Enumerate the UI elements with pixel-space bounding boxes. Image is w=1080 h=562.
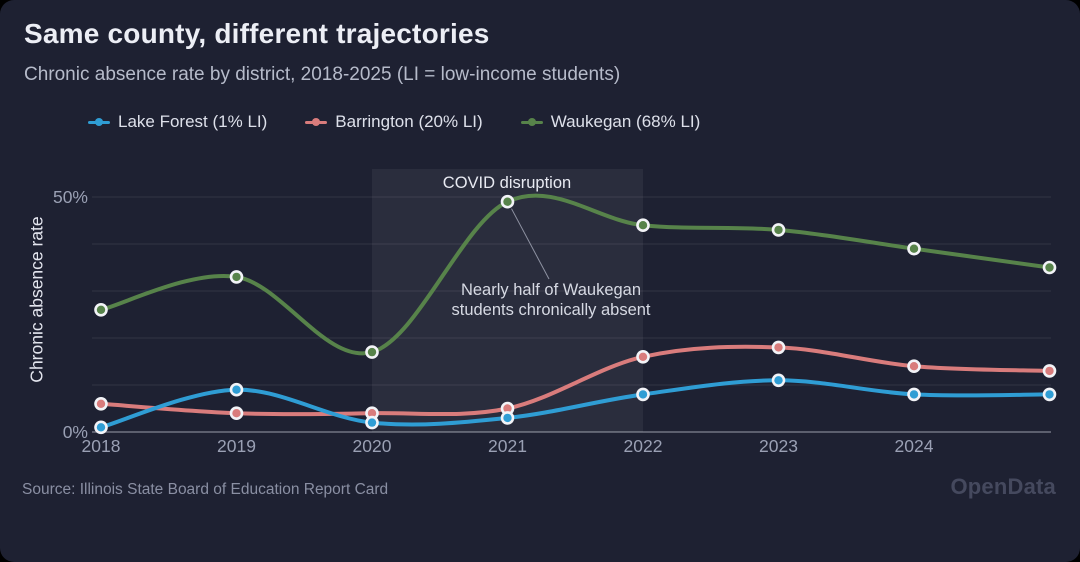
annotation-waukegan-note: Nearly half of Waukegan students chronic… — [451, 280, 650, 320]
svg-text:2021: 2021 — [488, 436, 527, 456]
legend-item-barrington[interactable]: Barrington (20% LI) — [305, 112, 483, 132]
legend: Lake Forest (1% LI) Barrington (20% LI) … — [88, 112, 700, 132]
svg-text:2018: 2018 — [82, 436, 121, 456]
page-subtitle: Chronic absence rate by district, 2018-2… — [24, 64, 621, 85]
series-line-lake-forest — [99, 378, 1052, 430]
series-markers-lake-forest — [94, 373, 1057, 435]
legend-marker-icon — [520, 117, 543, 127]
legend-item-lake-forest[interactable]: Lake Forest (1% LI) — [88, 112, 267, 132]
page-title: Same county, different trajectories — [24, 18, 490, 49]
legend-label: Lake Forest (1% LI) — [118, 112, 268, 131]
series-markers-waukegan — [94, 194, 1057, 359]
svg-text:0%: 0% — [63, 422, 88, 442]
annotation-covid-label: COVID disruption — [442, 174, 572, 192]
gridlines — [92, 196, 1051, 386]
series-markers-barrington — [94, 340, 1057, 421]
legend-item-waukegan[interactable]: Waukegan (68% LI) — [520, 112, 701, 132]
legend-marker-icon — [88, 117, 110, 127]
svg-text:2022: 2022 — [624, 436, 663, 456]
svg-text:2024: 2024 — [895, 436, 934, 456]
svg-text:2023: 2023 — [759, 436, 798, 456]
annotation-note-line1: Nearly half of Waukegan — [460, 281, 642, 299]
legend-label: Waukegan (68% LI) — [550, 112, 701, 131]
svg-text:2019: 2019 — [217, 436, 256, 456]
opendata-logo: OpenData — [950, 474, 1056, 499]
legend-label: Barrington (20% LI) — [335, 112, 483, 131]
series-line-barrington — [99, 344, 1052, 417]
annotation-note-line2: students chronically absent — [451, 301, 651, 319]
source-note: Source: Illinois State Board of Educatio… — [22, 481, 389, 498]
annotation-connector-line — [511, 208, 550, 280]
svg-text:50%: 50% — [53, 187, 88, 207]
svg-text:2020: 2020 — [353, 436, 392, 456]
series-line-waukegan — [99, 193, 1052, 356]
footer: Source: Illinois State Board of Educatio… — [22, 474, 1056, 500]
axis-tick-labels: 0% 50% 2018 2019 2020 2021 2022 2023 2024 — [53, 187, 934, 456]
legend-marker-icon — [305, 117, 328, 127]
